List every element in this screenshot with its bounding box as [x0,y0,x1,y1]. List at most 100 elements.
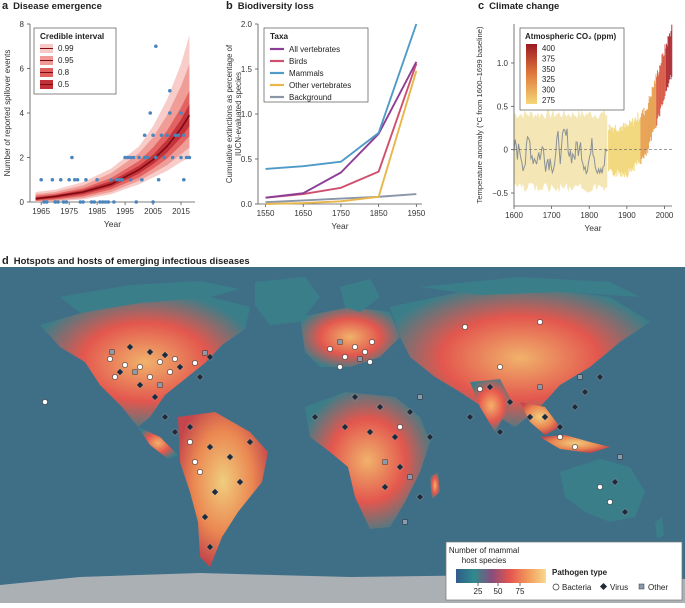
marker-virus [466,413,474,421]
co2-colored-bar [630,121,632,173]
panel-title-text: Biodiversity loss [237,1,314,12]
x-tick-label: 1965 [32,207,50,216]
co2-colored-bar [622,125,624,174]
y-tick-label: 0.0 [241,200,253,209]
legend-entry: Background [289,93,332,102]
colorbar-tick-label: 375 [542,54,556,63]
co2-colored-bar [629,120,631,172]
data-point [81,200,85,204]
marker-bacteria [167,369,173,375]
x-tick-label: 1975 [60,207,78,216]
marker-virus [246,438,254,446]
series-line [265,61,418,199]
co2-colored-bar [625,127,627,175]
marker-other [132,369,138,375]
data-point [182,133,186,138]
marker-bacteria [597,484,603,490]
marker-other [617,454,623,460]
data-point [145,155,150,160]
marker-virus [151,393,159,401]
legend-entry: Other vertebrates [289,81,351,90]
co2-colored-bar [644,110,646,155]
x-tick-label: 2000 [656,211,674,220]
legend: Credible interval 0.99 0.95 0.8 0.5 [33,27,117,95]
marker-other [407,474,413,480]
data-point [134,200,139,204]
data-point [92,200,97,204]
co2-colored-bar [610,125,612,170]
colorbar-tick-label: 25 [474,587,483,596]
marker-other [402,519,408,525]
legend-title: Credible interval [40,32,104,41]
y-axis-label-line: Cumulative extinctions as percentage of [225,44,234,183]
co2-colored-bar [663,55,665,100]
marker-other [157,382,163,388]
legend-virus-symbol [599,582,608,591]
data-point [61,200,66,204]
landmass-asia [390,289,650,427]
legend-bacteria-symbol [552,583,560,591]
y-tick-label: 1.5 [241,65,253,74]
co2-colored-bar [645,110,647,156]
y-tick-label: 4 [20,109,25,118]
data-point [140,177,144,182]
y-tick-label: 2 [20,154,25,163]
data-point [78,200,83,204]
co2-colored-bar [612,132,614,176]
data-point [70,155,74,160]
marker-virus [426,433,434,441]
marker-bacteria [572,444,578,450]
data-point [168,111,172,115]
marker-virus [341,423,349,431]
marker-bacteria [342,354,348,360]
co2-colored-bar [656,70,659,119]
marker-virus [596,373,604,381]
marker-bacteria [352,344,358,350]
marker-bacteria [327,346,333,352]
y-axis-label: Cumulative extinctions as percentage ofI… [225,44,243,183]
legend-entry: 0.5 [58,80,70,89]
marker-bacteria [157,359,163,365]
data-point [42,200,46,204]
co2-colored-bar [659,66,662,109]
data-point [154,44,158,49]
marker-virus [206,353,214,361]
legend-bacteria-label: Bacteria [562,583,592,592]
y-tick-label: 1.0 [497,59,509,68]
marker-bacteria [557,434,563,440]
panel-letter: c [478,0,485,12]
colorbar-tick-label: 350 [542,65,556,74]
co2-colored-bar [611,128,613,170]
co2-colored-bar [652,87,654,132]
co2-colored-bar [614,128,616,177]
co2-colored-bar [624,123,626,173]
data-point [184,155,189,160]
co2-colored-bar [617,131,619,170]
map-legend-title-line: host species [462,556,506,565]
marker-bacteria [42,399,48,405]
panel-d-title: d Hotspots and hosts of emerging infectio… [2,255,250,267]
marker-other [382,459,388,465]
x-tick-label: 2015 [172,207,190,216]
marker-virus [621,508,629,516]
data-point [168,88,172,93]
marker-bacteria [607,499,613,505]
colorbar-tick-label: 400 [542,44,556,53]
marker-bacteria [172,356,178,362]
co2-colored-bar [611,127,613,173]
colorbar-tick-label: 325 [542,75,556,84]
landmass-greenland [255,277,320,325]
marker-virus [126,343,134,351]
data-point [114,177,119,182]
data-point [72,177,77,182]
legend-entry: 0.8 [58,68,70,77]
data-point [53,200,57,204]
y-tick-label: 0.5 [241,155,253,164]
co2-colored-bar [665,48,667,92]
data-point [187,155,192,160]
co2-colored-bar [666,45,668,87]
panel-a-title: a Disease emergence [2,0,102,12]
marker-virus [391,433,399,441]
